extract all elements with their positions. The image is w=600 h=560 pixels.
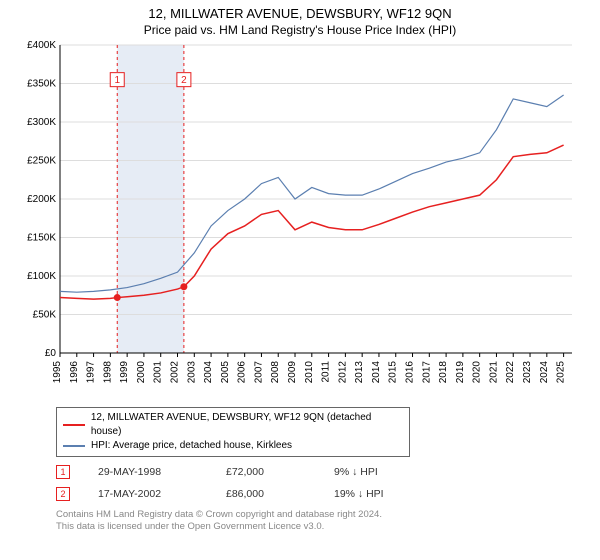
svg-text:£350K: £350K bbox=[27, 79, 56, 90]
svg-text:2: 2 bbox=[181, 75, 187, 86]
sale-marker-1: 1 bbox=[56, 465, 70, 479]
svg-text:1996: 1996 bbox=[69, 361, 80, 384]
svg-text:2013: 2013 bbox=[354, 361, 365, 384]
legend-swatch-hpi bbox=[63, 445, 85, 447]
svg-text:1999: 1999 bbox=[119, 361, 130, 384]
svg-text:1998: 1998 bbox=[102, 361, 113, 384]
line-chart: £0 £50K £100K £150K £200K £250K £300K £350K £400… bbox=[20, 41, 580, 401]
svg-text:2019: 2019 bbox=[455, 361, 466, 384]
svg-text:2016: 2016 bbox=[405, 361, 416, 384]
svg-text:2003: 2003 bbox=[186, 361, 197, 384]
svg-text:2024: 2024 bbox=[539, 361, 550, 384]
sales-table: 1 29-MAY-1998 £72,000 9% ↓ HPI 2 17-MAY-… bbox=[56, 461, 600, 505]
chart-container: 12, MILLWATER AVENUE, DEWSBURY, WF12 9QN… bbox=[0, 0, 600, 560]
svg-text:2021: 2021 bbox=[488, 361, 499, 384]
svg-text:2022: 2022 bbox=[505, 361, 516, 384]
sale-price-2: £86,000 bbox=[226, 488, 306, 500]
svg-text:2020: 2020 bbox=[472, 361, 483, 384]
sale-marker-2: 2 bbox=[56, 487, 70, 501]
legend-label-hpi: HPI: Average price, detached house, Kirk… bbox=[91, 439, 292, 453]
svg-text:£100K: £100K bbox=[27, 271, 56, 282]
svg-text:2012: 2012 bbox=[337, 361, 348, 384]
svg-text:2002: 2002 bbox=[170, 361, 181, 384]
sale-delta-2: 19% ↓ HPI bbox=[334, 488, 434, 500]
svg-text:£250K: £250K bbox=[27, 156, 56, 167]
svg-text:2014: 2014 bbox=[371, 361, 382, 384]
svg-text:2025: 2025 bbox=[556, 361, 567, 384]
svg-text:2007: 2007 bbox=[253, 361, 264, 384]
svg-text:2008: 2008 bbox=[270, 361, 281, 384]
sale-delta-1: 9% ↓ HPI bbox=[334, 466, 434, 478]
legend-row-property: 12, MILLWATER AVENUE, DEWSBURY, WF12 9QN… bbox=[63, 411, 403, 439]
svg-text:2006: 2006 bbox=[237, 361, 248, 384]
svg-text:2018: 2018 bbox=[438, 361, 449, 384]
footer-line-1: Contains HM Land Registry data © Crown c… bbox=[56, 509, 600, 521]
svg-text:1995: 1995 bbox=[52, 361, 63, 384]
sale-date-1: 29-MAY-1998 bbox=[98, 466, 198, 478]
legend-swatch-property bbox=[63, 424, 85, 426]
sale-price-1: £72,000 bbox=[226, 466, 306, 478]
svg-text:£0: £0 bbox=[45, 348, 57, 359]
footer-line-2: This data is licensed under the Open Gov… bbox=[56, 521, 600, 533]
sale-date-2: 17-MAY-2002 bbox=[98, 488, 198, 500]
svg-text:£150K: £150K bbox=[27, 233, 56, 244]
chart-area: £0 £50K £100K £150K £200K £250K £300K £350K £400… bbox=[20, 41, 580, 401]
legend-label-property: 12, MILLWATER AVENUE, DEWSBURY, WF12 9QN… bbox=[91, 411, 403, 439]
svg-text:1: 1 bbox=[114, 75, 120, 86]
svg-text:1997: 1997 bbox=[86, 361, 97, 384]
chart-subtitle: Price paid vs. HM Land Registry's House … bbox=[0, 21, 600, 41]
legend-row-hpi: HPI: Average price, detached house, Kirk… bbox=[63, 439, 403, 453]
chart-title: 12, MILLWATER AVENUE, DEWSBURY, WF12 9QN bbox=[0, 0, 600, 21]
svg-text:2009: 2009 bbox=[287, 361, 298, 384]
svg-text:2023: 2023 bbox=[522, 361, 533, 384]
svg-text:2001: 2001 bbox=[153, 361, 164, 384]
svg-text:2017: 2017 bbox=[421, 361, 432, 384]
svg-text:2005: 2005 bbox=[220, 361, 231, 384]
svg-text:£50K: £50K bbox=[33, 310, 57, 321]
footer: Contains HM Land Registry data © Crown c… bbox=[56, 509, 600, 533]
svg-text:£300K: £300K bbox=[27, 117, 56, 128]
legend: 12, MILLWATER AVENUE, DEWSBURY, WF12 9QN… bbox=[56, 407, 410, 457]
svg-text:2010: 2010 bbox=[304, 361, 315, 384]
sale-row-2: 2 17-MAY-2002 £86,000 19% ↓ HPI bbox=[56, 483, 600, 505]
svg-text:2000: 2000 bbox=[136, 361, 147, 384]
svg-text:2004: 2004 bbox=[203, 361, 214, 384]
sale-row-1: 1 29-MAY-1998 £72,000 9% ↓ HPI bbox=[56, 461, 600, 483]
svg-text:£200K: £200K bbox=[27, 194, 56, 205]
svg-text:2011: 2011 bbox=[321, 361, 332, 383]
svg-text:2015: 2015 bbox=[388, 361, 399, 384]
svg-text:£400K: £400K bbox=[27, 41, 56, 51]
